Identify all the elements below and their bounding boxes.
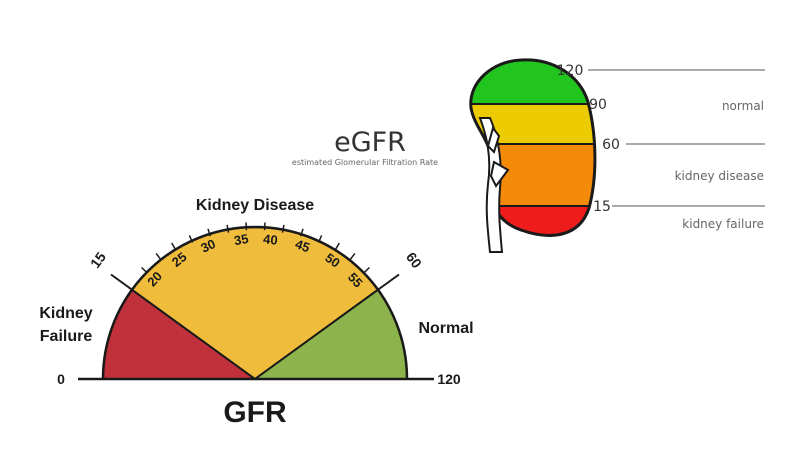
level-label-120: 120 xyxy=(557,63,584,79)
label-kidney-disease: Kidney Disease xyxy=(196,197,314,214)
tick-label-50: 50 xyxy=(322,250,342,271)
label-kidney-failure-line1: Kidney xyxy=(39,305,92,322)
tick-label-30: 30 xyxy=(198,236,217,256)
boundary-line-15 xyxy=(110,273,133,291)
tick-label-35: 35 xyxy=(233,231,250,248)
boundary-label-15: 15 xyxy=(87,249,109,271)
zone-label-kidney-failure: kidney failure xyxy=(682,217,764,231)
scale-tick-labels: 20 25 30 35 40 45 50 55 xyxy=(144,231,366,290)
min-label: 0 xyxy=(57,371,65,387)
egfr-kidney: 120 90 60 15 normal kidney disease kidne… xyxy=(292,58,765,253)
kidney-band-orange xyxy=(470,144,595,206)
scale-ticks xyxy=(141,222,370,274)
zone-label-normal: normal xyxy=(722,99,764,113)
tick-label-40: 40 xyxy=(262,231,278,247)
level-label-90: 90 xyxy=(589,97,607,113)
level-label-15: 15 xyxy=(593,199,611,215)
label-normal: Normal xyxy=(418,320,473,337)
gfr-gauge: 20 25 30 35 40 45 50 55 15 60 0 120 Kidn… xyxy=(39,197,473,429)
kidney-ureter xyxy=(478,117,504,253)
level-label-60: 60 xyxy=(602,137,620,153)
kidney-calyx-lower xyxy=(489,160,510,188)
kidney-calyx-upper xyxy=(486,125,501,154)
kidney-outline xyxy=(469,58,597,237)
zone-label-kidney-disease: kidney disease xyxy=(675,169,764,183)
gauge-title: GFR xyxy=(223,396,287,429)
gauge-arc-outline xyxy=(101,225,409,380)
egfr-subtitle: estimated Glomerular Filtration Rate xyxy=(292,158,438,167)
boundary-label-60: 60 xyxy=(403,249,425,271)
tick-label-45: 45 xyxy=(293,236,312,255)
egfr-title: eGFR xyxy=(334,127,406,158)
label-kidney-failure-line2: Failure xyxy=(40,328,93,345)
boundary-line-60 xyxy=(377,273,400,291)
max-label: 120 xyxy=(437,371,461,387)
